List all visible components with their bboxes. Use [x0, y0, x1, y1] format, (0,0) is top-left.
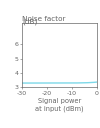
- Text: Noise factor: Noise factor: [22, 16, 66, 22]
- X-axis label: Signal power
at input (dBm): Signal power at input (dBm): [35, 98, 84, 112]
- Text: (dB): (dB): [22, 19, 37, 25]
